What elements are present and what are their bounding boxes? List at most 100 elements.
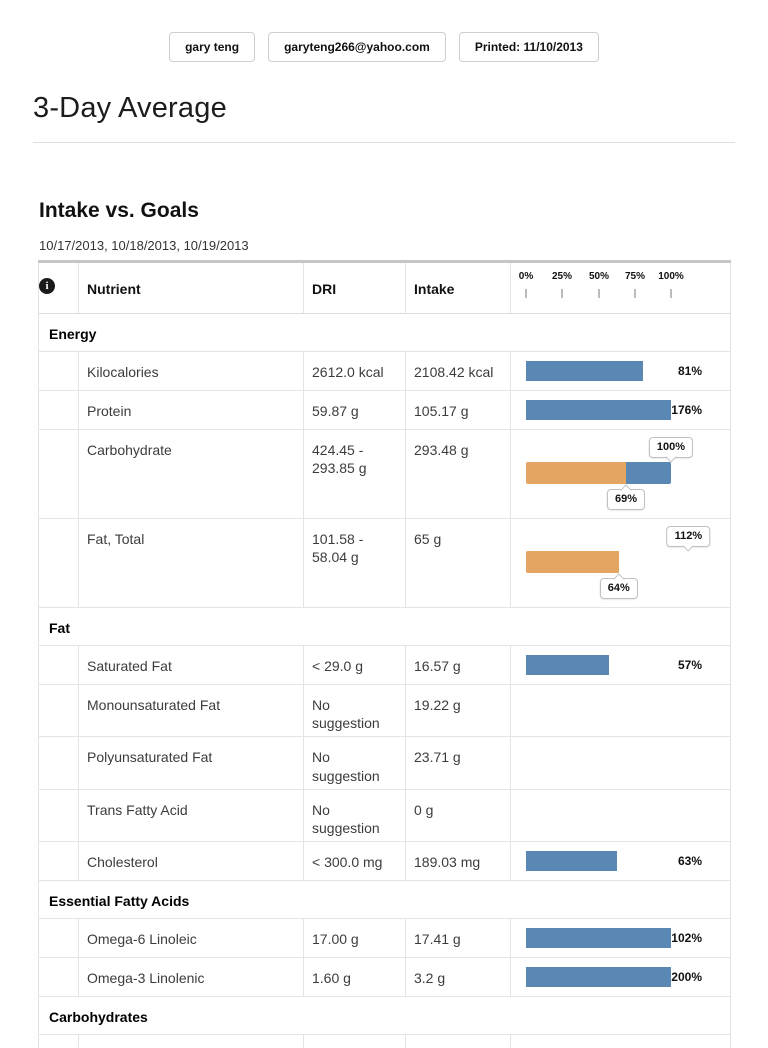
nutrient-value: Omega-6 Linoleic	[87, 931, 197, 948]
dri-value: 101.58 - 58.04 g	[312, 531, 364, 566]
intake-value: 3.2 g	[414, 970, 446, 987]
intake-value: 17.41 g	[414, 931, 461, 948]
scale-label-25: 25%	[551, 271, 573, 282]
table-row: Trans Fatty Acid No suggestion 0 g	[38, 789, 731, 843]
table-row: Carbohydrate 424.45 - 293.85 g 293.48 g 100…	[38, 429, 731, 519]
nutrient-value: Cholesterol	[87, 854, 158, 871]
cell-nutrient: Cholesterol	[78, 841, 304, 882]
table-row: Kilocalories 2612.0 kcal 2108.42 kcal 81%	[38, 351, 731, 391]
date-range: 10/17/2013, 10/18/2013, 10/19/2013	[39, 238, 249, 253]
cell-intake: 105.17 g	[405, 390, 511, 430]
percent-label: 81%	[677, 364, 702, 378]
row-info-cell	[38, 518, 79, 608]
partial-cell	[303, 1034, 406, 1048]
cell-nutrient: Trans Fatty Acid	[78, 789, 304, 843]
header-badges: gary teng garyteng266@yahoo.com Printed:…	[0, 0, 768, 62]
cell-dri: < 300.0 mg	[303, 841, 406, 882]
range-bar-orange	[526, 462, 627, 484]
partial-cell	[510, 1034, 731, 1048]
nutrient-table: i Nutrient DRI Intake 0% 25% 50% 75% 100…	[38, 260, 731, 1048]
cell-chart: 112% 64%	[510, 518, 731, 608]
col-header-nutrient: Nutrient	[78, 261, 304, 314]
section-row: Carbohydrates	[38, 996, 731, 1036]
row-info-cell	[38, 390, 79, 430]
section-label: Energy	[38, 313, 731, 352]
cell-intake: 293.48 g	[405, 429, 511, 519]
percent-label: 63%	[677, 854, 702, 869]
dri-value: 424.45 - 293.85 g	[312, 442, 367, 477]
cell-intake: 3.2 g	[405, 957, 511, 998]
callout-max-percent: 112%	[666, 526, 711, 547]
dri-value: No suggestion	[312, 801, 380, 836]
cell-dri: No suggestion	[303, 736, 406, 790]
nutrient-table-body: Energy Kilocalories 2612.0 kcal 2108.42 kca…	[38, 313, 731, 1048]
range-bar-orange	[526, 551, 619, 573]
partial-cell	[78, 1034, 304, 1048]
partial-cell	[39, 1035, 79, 1048]
dri-value: < 29.0 g	[312, 658, 363, 674]
col-header-dri: DRI	[303, 261, 406, 314]
intake-bar-track	[526, 655, 671, 675]
row-info-cell	[38, 957, 79, 998]
intake-value: 19.22 g	[414, 697, 461, 713]
dri-value: No suggestion	[312, 749, 380, 784]
cell-intake: 19.22 g	[405, 684, 511, 738]
partial-cell	[405, 1034, 511, 1048]
cell-nutrient: Kilocalories	[78, 351, 304, 391]
cell-intake: 189.03 mg	[405, 841, 511, 882]
cell-dri: 59.87 g	[303, 390, 406, 430]
row-info-cell	[38, 918, 79, 959]
cell-chart: 200%	[510, 957, 731, 998]
info-icon: i	[39, 278, 55, 294]
cell-chart	[510, 789, 731, 843]
intake-value: 2108.42 kcal	[414, 364, 494, 380]
col-header-intake: Intake	[405, 261, 511, 314]
intake-bar	[526, 851, 618, 872]
nutrient-value: Monounsaturated Fat	[87, 697, 221, 713]
cell-dri: 1.60 g	[303, 957, 406, 998]
intake-value: 293.48 g	[414, 442, 469, 458]
partial-row	[39, 1034, 731, 1048]
section-row: Energy	[38, 313, 731, 352]
intake-bar	[526, 400, 671, 420]
table-header-row: i Nutrient DRI Intake 0% 25% 50% 75% 100…	[38, 261, 731, 314]
range-bar-track	[526, 462, 671, 484]
intake-bar-track	[526, 967, 671, 988]
callout-max-percent: 100%	[648, 437, 694, 458]
intake-value: 23.71 g	[414, 749, 461, 766]
row-info-cell	[38, 645, 79, 685]
row-info-cell	[38, 429, 79, 519]
cell-nutrient: Fat, Total	[78, 518, 304, 608]
cell-nutrient: Omega-6 Linoleic	[78, 918, 304, 959]
callout-min-percent: 64%	[599, 578, 638, 599]
intake-value: 105.17 g	[414, 403, 469, 419]
cell-intake: 16.57 g	[405, 645, 511, 685]
section-label: Essential Fatty Acids	[38, 880, 731, 920]
intake-bar-track	[526, 400, 671, 420]
intake-bar-track	[526, 851, 671, 872]
cell-nutrient: Polyunsaturated Fat	[78, 736, 304, 790]
nutrient-value: Protein	[87, 403, 132, 419]
scale-tick	[670, 289, 672, 298]
cell-nutrient: Carbohydrate	[78, 429, 304, 519]
cell-dri: 17.00 g	[303, 918, 406, 959]
table-row: Protein 59.87 g 105.17 g 176%	[38, 390, 731, 430]
user-email-badge: garyteng266@yahoo.com	[268, 32, 446, 62]
cell-chart	[510, 684, 731, 738]
nutrient-value: Trans Fatty Acid	[87, 801, 188, 818]
nutrient-value: Omega-3 Linolenic	[87, 970, 205, 987]
row-info-cell	[38, 841, 79, 882]
nutrient-value: Kilocalories	[87, 364, 159, 380]
nutrient-value: Polyunsaturated Fat	[87, 749, 213, 766]
page-title: 3-Day Average	[33, 92, 227, 124]
intake-bar	[526, 361, 644, 381]
dri-value: No suggestion	[312, 697, 380, 732]
cell-intake: 65 g	[405, 518, 511, 608]
nutrient-value: Fat, Total	[87, 531, 145, 547]
row-info-cell	[38, 736, 79, 790]
cell-chart: 176%	[510, 390, 731, 430]
cell-chart	[510, 736, 731, 790]
cell-intake: 23.71 g	[405, 736, 511, 790]
intake-value: 189.03 mg	[414, 854, 481, 871]
cell-chart: 81%	[510, 351, 731, 391]
